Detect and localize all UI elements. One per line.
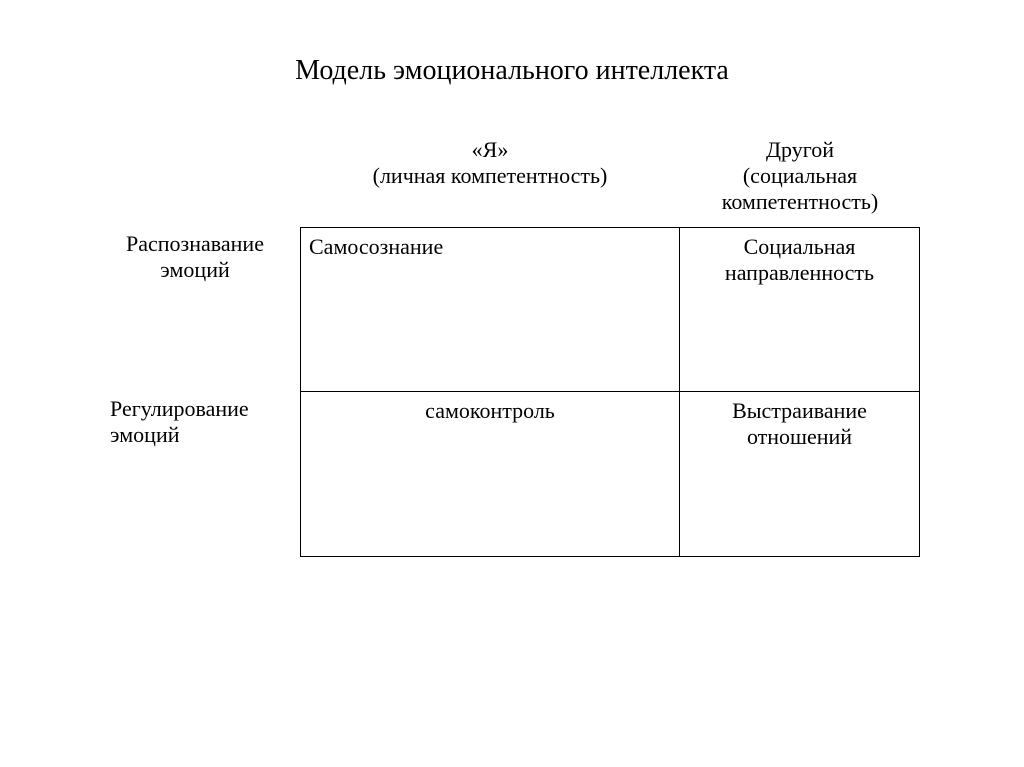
row-header-line: Регулирование	[110, 396, 290, 422]
row-header-recognition: Распознавание эмоций	[100, 227, 300, 392]
col-header-line: Другой	[688, 137, 912, 163]
column-headers-row: «Я» (личная компетентность) Другой (соци…	[100, 137, 920, 227]
col-header-line: «Я»	[308, 137, 672, 163]
row-header-line: Распознавание	[100, 231, 290, 257]
cell-social-awareness: Социальная направленность	[680, 227, 920, 392]
col-header-line: компетентность)	[688, 189, 912, 215]
cell-self-control: самоконтроль	[300, 392, 680, 557]
ei-model-table: «Я» (личная компетентность) Другой (соци…	[100, 137, 920, 557]
col-header-line: (социальная	[688, 163, 912, 189]
header-spacer	[100, 137, 300, 227]
cell-line: отношений	[688, 424, 911, 450]
table-row: Распознавание эмоций Самосознание Социал…	[100, 227, 920, 392]
row-header-line: эмоций	[110, 422, 290, 448]
table-row: Регулирование эмоций самоконтроль Выстра…	[100, 392, 920, 557]
column-header-self: «Я» (личная компетентность)	[300, 137, 680, 227]
cell-self-awareness: Самосознание	[300, 227, 680, 392]
column-header-other: Другой (социальная компетентность)	[680, 137, 920, 227]
cell-line: Социальная	[688, 234, 911, 260]
col-header-line: (личная компетентность)	[308, 163, 672, 189]
cell-relationship-management: Выстраивание отношений	[680, 392, 920, 557]
cell-line: направленность	[688, 260, 911, 286]
row-header-line: эмоций	[100, 257, 290, 283]
page-title: Модель эмоционального интеллекта	[0, 55, 1024, 87]
row-header-regulation: Регулирование эмоций	[100, 392, 300, 557]
cell-line: Выстраивание	[688, 398, 911, 424]
